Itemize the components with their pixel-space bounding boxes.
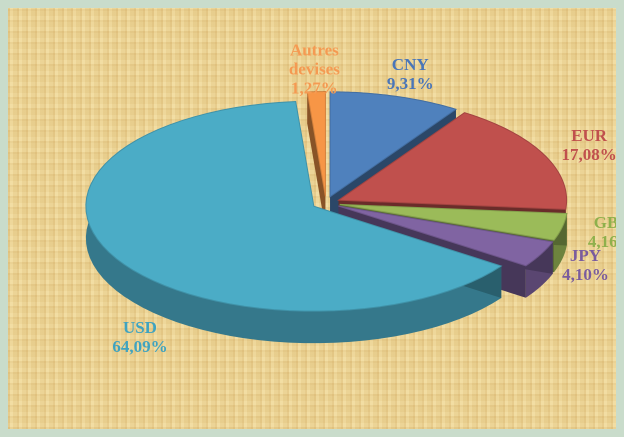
- slice: [85, 101, 503, 312]
- slice: [306, 91, 326, 197]
- value-label: 17,08%: [561, 144, 616, 164]
- slice-edge: [307, 91, 326, 229]
- value-label: 64,09%: [112, 337, 168, 357]
- category-label: EUR: [571, 125, 608, 145]
- category-label: USD: [122, 318, 157, 338]
- data-label: USD 64,09%: [90, 318, 190, 356]
- data-label: GBP4,16%: [561, 213, 616, 251]
- value-label: 4,16%: [587, 232, 616, 252]
- slice: [337, 112, 568, 210]
- value-label: 1,27%: [290, 78, 338, 98]
- slice: [339, 203, 568, 241]
- data-label: Autres devises 1,27%: [264, 40, 364, 97]
- data-label: CNY 9,31%: [360, 55, 460, 93]
- category-label: CNY: [391, 55, 429, 75]
- category-label: GBP: [593, 213, 616, 233]
- value-label: 4,10%: [562, 264, 609, 284]
- slice: [329, 91, 458, 198]
- data-label: JPY 4,10%: [536, 246, 617, 284]
- category-label: Autres devises: [288, 40, 340, 79]
- value-label: 9,31%: [386, 74, 434, 94]
- chart: [85, 91, 568, 344]
- category-label: JPY: [569, 245, 602, 265]
- slice: [338, 205, 554, 267]
- data-label: EUR 17,08%: [539, 126, 616, 164]
